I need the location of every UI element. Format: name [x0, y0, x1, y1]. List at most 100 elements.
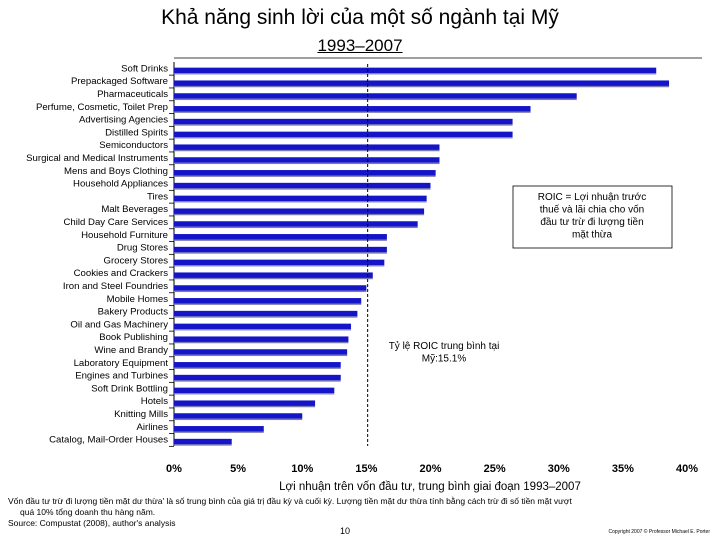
- bar-shadow: [174, 444, 232, 446]
- bar-shadow: [174, 277, 373, 280]
- x-tick-label: 40%: [676, 463, 698, 475]
- footnote-line-1: Vốn đầu tư trừ đi lượng tiền mặt dư thừa…: [8, 496, 572, 506]
- category-label: Bakery Products: [98, 307, 169, 318]
- category-label: Mens and Boys Clothing: [64, 166, 168, 177]
- bar: [174, 323, 351, 330]
- category-label: Surgical and Medical Instruments: [26, 153, 168, 164]
- bar-shadow: [174, 405, 316, 408]
- category-label: Iron and Steel Foundries: [63, 281, 168, 292]
- category-label: Perfume, Cosmetic, Toilet Prep: [36, 102, 168, 113]
- category-label: Wine and Brandy: [94, 345, 168, 356]
- bar-shadow: [174, 73, 657, 75]
- category-label: Household Furniture: [81, 230, 168, 241]
- bar: [174, 246, 387, 253]
- bar: [174, 310, 358, 317]
- category-label: Knitting Mills: [114, 409, 168, 420]
- bar-shadow: [174, 149, 440, 152]
- bar-shadow: [174, 239, 387, 241]
- bar: [174, 400, 316, 406]
- bar: [174, 221, 418, 227]
- category-label: Child Day Care Services: [63, 217, 168, 228]
- category-label: Distilled Spirits: [105, 127, 168, 138]
- bar: [174, 182, 431, 189]
- bar-shadow: [174, 380, 341, 382]
- x-tick-label: 25%: [484, 463, 506, 475]
- average-label-bg: [372, 336, 522, 370]
- category-label: Catalog, Mail-Order Houses: [49, 435, 168, 446]
- bar: [174, 195, 427, 202]
- source-note: Source: Compustat (2008), author's analy…: [8, 518, 176, 528]
- category-label: Soft Drinks: [121, 63, 168, 74]
- definition-text: thuế và lãi chia cho vốn: [540, 204, 645, 216]
- average-label: Tỷ lệ ROIC trung bình tại: [389, 340, 500, 352]
- category-label: Grocery Stores: [103, 255, 168, 266]
- x-tick-label: 30%: [548, 463, 570, 475]
- bar: [174, 426, 264, 432]
- bar-shadow: [174, 175, 436, 177]
- definition-text: ROIC = Lợi nhuận trước: [538, 192, 646, 203]
- category-label: Oil and Gas Machinery: [70, 319, 168, 330]
- category-label: Malt Beverages: [101, 204, 168, 215]
- x-tick-label: 0%: [166, 463, 182, 475]
- bar: [174, 285, 367, 291]
- x-tick-label: 15%: [355, 463, 377, 475]
- x-tick-label: 5%: [230, 463, 246, 475]
- category-label: Mobile Homes: [107, 294, 169, 305]
- category-label: Cookies and Crackers: [74, 268, 169, 279]
- bar: [174, 259, 385, 266]
- chart-subtitle: 1993–2007: [317, 36, 403, 55]
- bar: [174, 93, 577, 99]
- bar-shadow: [174, 354, 348, 357]
- bar-shadow: [174, 265, 385, 267]
- category-label: Semiconductors: [99, 140, 168, 151]
- x-tick-label: 10%: [291, 463, 313, 475]
- bar: [174, 157, 440, 163]
- bar-shadow: [174, 226, 418, 229]
- bar-chart: Soft Drinks Prepackaged Software Pharmaceu…: [26, 57, 702, 493]
- bar: [174, 272, 373, 278]
- bar-shadow: [174, 393, 335, 395]
- bar-shadow: [174, 98, 577, 101]
- bar-shadow: [174, 85, 670, 88]
- bar-shadow: [174, 111, 531, 113]
- bar: [174, 298, 362, 304]
- x-tick-label: 20%: [419, 463, 441, 475]
- x-axis-title: Lợi nhuận trên vốn đầu tư, trung bình gi…: [279, 481, 581, 493]
- category-label: Soft Drink Bottling: [91, 383, 168, 394]
- category-label: Airlines: [137, 422, 169, 433]
- bar: [174, 349, 348, 355]
- category-label: Household Appliances: [73, 179, 168, 190]
- x-tick-label: 35%: [612, 463, 634, 475]
- bar: [174, 336, 349, 342]
- page-number: 10: [340, 526, 351, 536]
- category-label: Book Publishing: [99, 332, 168, 343]
- category-label: Engines and Turbines: [75, 371, 168, 382]
- definition-text: đầu tư trừ đi lượng tiền: [540, 216, 643, 228]
- category-label: Drug Stores: [117, 243, 168, 254]
- bar-shadow: [174, 124, 513, 126]
- bar: [174, 387, 335, 394]
- chart-title: Khả năng sinh lời của một số ngành tại M…: [161, 6, 559, 29]
- bar: [174, 80, 670, 86]
- bar: [174, 413, 303, 419]
- bar: [174, 234, 387, 240]
- bar: [174, 144, 440, 150]
- bar-shadow: [174, 137, 513, 139]
- bar: [174, 118, 513, 125]
- bar-shadow: [174, 341, 349, 344]
- copyright-note: Copyright 2007 © Professor Michael E. Po…: [608, 529, 710, 535]
- bar-shadow: [174, 367, 341, 369]
- bar: [174, 374, 341, 381]
- bar: [174, 106, 531, 112]
- definition-box: [512, 185, 673, 249]
- footnote-line-2: quá 10% tổng doanh thu hàng năm.: [20, 507, 156, 517]
- category-label: Advertising Agencies: [79, 115, 168, 126]
- category-label: Pharmaceuticals: [97, 89, 168, 100]
- category-label: Hotels: [141, 396, 168, 407]
- bar-shadow: [174, 329, 351, 331]
- bar-shadow: [174, 290, 367, 293]
- bar: [174, 67, 657, 74]
- bar-shadow: [174, 431, 264, 433]
- category-label: Laboratory Equipment: [74, 358, 169, 369]
- bar-shadow: [174, 213, 425, 216]
